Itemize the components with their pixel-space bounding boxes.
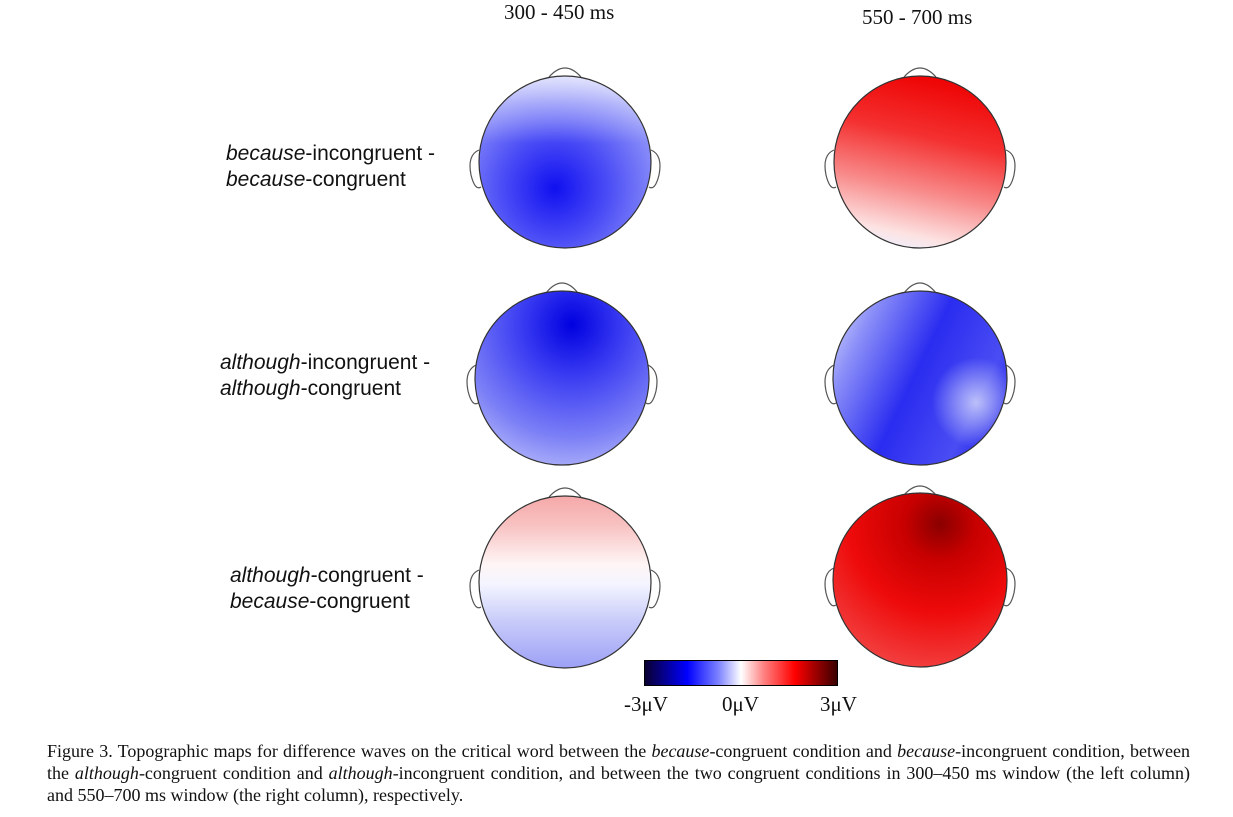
caption-italic-4: although (328, 763, 393, 783)
row-label-1: because-incongruent - because-congruent (226, 141, 435, 193)
topo-map-row3-right (824, 485, 1016, 668)
caption-text-3: -incongruent condition, between the (47, 741, 1190, 783)
caption-text-2: -congruent condition and (709, 741, 898, 761)
row-label-2-italic-b: although (220, 377, 301, 400)
topo-map-row1-left (469, 67, 661, 249)
caption-text-4: -congruent condition and (138, 763, 329, 783)
row-label-1-italic-b: because (226, 168, 306, 191)
column-header-left: 300 - 450 ms (504, 0, 615, 24)
colorbar-tick-max: 3μV (820, 692, 857, 716)
row-label-1-text-b: -congruent (305, 168, 406, 191)
row-label-3-text-b: -congruent (309, 590, 410, 613)
row-label-2: although-incongruent - although-congruen… (220, 350, 430, 402)
caption-italic-1: because (651, 741, 710, 761)
row-label-3-text-a: -congruent - (310, 564, 424, 587)
row-label-1-italic-a: because (226, 142, 306, 165)
caption-text-5: -incongruent condition, and between the … (47, 763, 1190, 805)
colorbar (644, 660, 838, 686)
caption-text-1: Figure 3. Topographic maps for differenc… (47, 741, 652, 761)
row-label-2-text-b: -congruent (300, 377, 401, 400)
row-label-2-italic-a: although (220, 351, 301, 374)
column-header-right: 550 - 700 ms (862, 5, 973, 29)
figure-caption: Figure 3. Topographic maps for differenc… (47, 740, 1190, 806)
row-label-2-text-a: -incongruent - (300, 351, 431, 374)
topo-map-row2-right (824, 282, 1016, 466)
caption-italic-3: although (74, 763, 139, 783)
colorbar-tick-min: -3μV (624, 692, 668, 716)
row-label-3-italic-a: although (230, 564, 311, 587)
row-label-3-italic-b: because (230, 590, 310, 613)
caption-italic-2: because (897, 741, 956, 761)
row-label-3: although-congruent - because-congruent (230, 563, 424, 615)
topo-map-row2-left (466, 282, 658, 466)
colorbar-tick-zero: 0μV (722, 692, 759, 716)
row-label-1-text-a: -incongruent - (305, 142, 435, 165)
topo-map-row1-right (824, 67, 1016, 249)
topo-map-row3-left (469, 487, 661, 669)
